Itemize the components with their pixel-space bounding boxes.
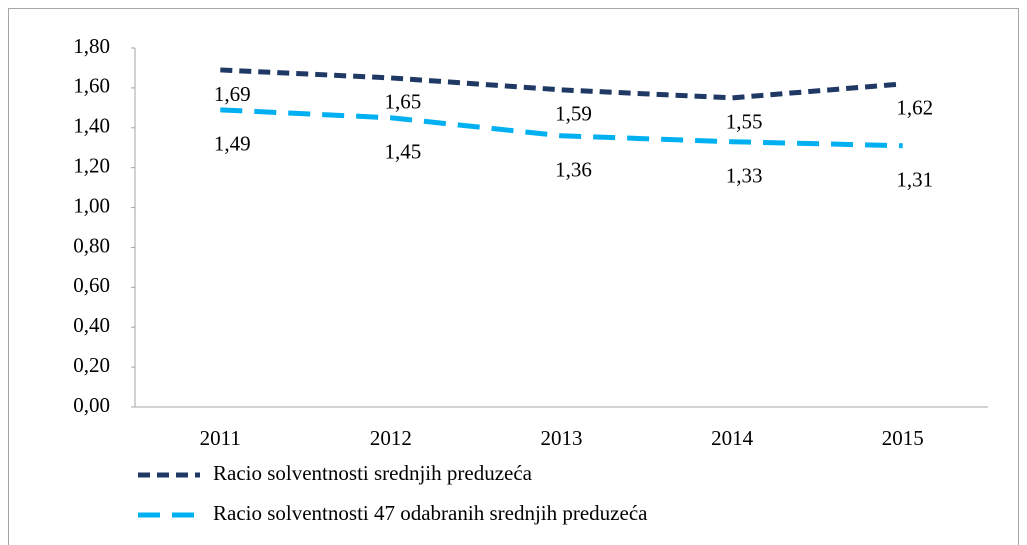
y-tick-label: 1,60 xyxy=(73,74,110,98)
x-tick-label: 2012 xyxy=(370,426,412,450)
data-label: 1,55 xyxy=(726,110,763,134)
series-line xyxy=(220,67,903,101)
data-label: 1,59 xyxy=(555,102,592,126)
chart-border xyxy=(8,8,1019,545)
y-tick-label: 1,80 xyxy=(73,34,110,58)
data-label: 1,36 xyxy=(555,158,592,182)
x-tick-label: 2014 xyxy=(711,426,754,450)
data-label: 1,49 xyxy=(214,132,251,156)
x-tick-label: 2013 xyxy=(541,426,583,450)
data-label: 1,69 xyxy=(214,82,251,106)
y-tick-label: 1,00 xyxy=(73,193,110,217)
legend-label: Racio solventnosti srednjih preduzeća xyxy=(213,461,533,485)
legend-label: Racio solventnosti 47 odabranih srednjih… xyxy=(213,501,648,525)
y-tick-label: 0,40 xyxy=(73,313,110,337)
data-label: 1,45 xyxy=(385,140,422,164)
x-tick-label: 2011 xyxy=(200,426,241,450)
data-label: 1,65 xyxy=(385,90,422,114)
data-label: 1,33 xyxy=(726,164,763,188)
y-tick-label: 1,20 xyxy=(73,153,110,177)
y-tick-label: 1,40 xyxy=(73,114,110,138)
y-tick-label: 0,80 xyxy=(73,233,110,257)
series-line xyxy=(220,107,903,149)
data-label: 1,31 xyxy=(896,168,933,192)
y-tick-label: 0,00 xyxy=(73,393,110,417)
data-label: 1,62 xyxy=(896,96,933,120)
y-tick-label: 0,60 xyxy=(73,273,110,297)
y-tick-label: 0,20 xyxy=(73,353,110,377)
x-tick-label: 2015 xyxy=(882,426,924,450)
